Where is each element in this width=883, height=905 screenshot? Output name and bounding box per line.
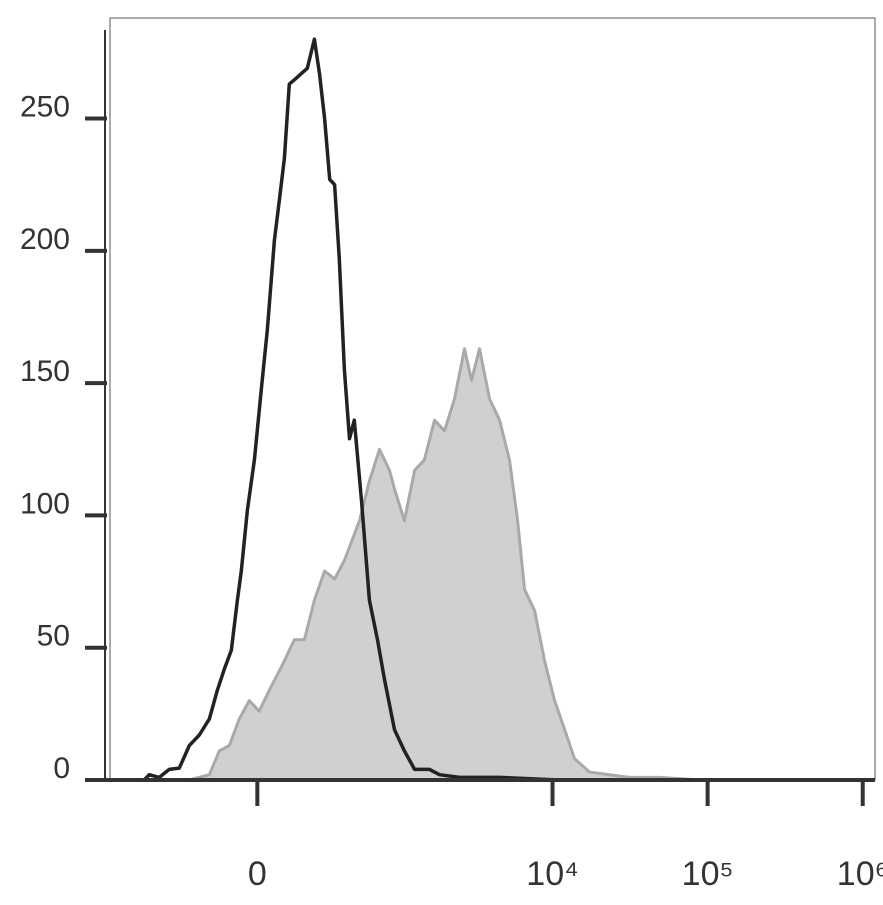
histogram-area — [187, 347, 872, 782]
y-tick-label: 50 — [37, 620, 70, 653]
y-tick-label: 100 — [20, 487, 70, 520]
x-tick-label: 10⁵ — [682, 855, 734, 893]
y-tick-label: 150 — [20, 355, 70, 388]
y-tick-label: 0 — [53, 752, 70, 785]
x-tick-label: 10⁴ — [526, 855, 578, 893]
y-tick-label: 250 — [20, 90, 70, 123]
x-tick-label: 0 — [248, 855, 267, 893]
y-tick-label: 200 — [20, 223, 70, 256]
histogram-line — [142, 37, 870, 782]
x-tick-label: 10⁶ — [837, 855, 883, 893]
